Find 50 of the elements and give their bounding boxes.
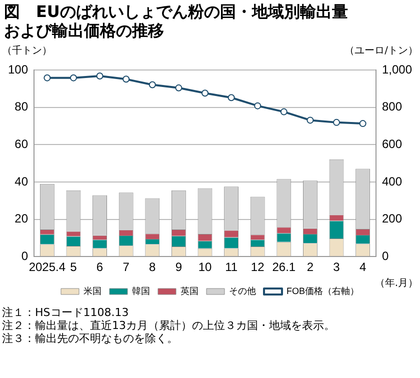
point bbox=[175, 84, 182, 92]
text: 注１：HSコード1108.13 bbox=[2, 306, 130, 319]
y-axis-title: （千トン） bbox=[2, 44, 52, 57]
x-tick-label: 8 bbox=[149, 260, 156, 274]
x-tick-label: 2025.4 bbox=[28, 260, 66, 274]
text: 注３：輸出先の不明なものを除く。 bbox=[2, 332, 179, 345]
point bbox=[44, 74, 51, 82]
y2-axis-title: （ユーロ/トン） bbox=[344, 46, 418, 57]
y-tick-label: 100 bbox=[8, 62, 28, 76]
legend-label: 米国 bbox=[84, 286, 102, 296]
y-tick-label: 60 bbox=[14, 136, 28, 151]
point bbox=[333, 118, 340, 126]
x-tick-label: 7 bbox=[122, 260, 130, 274]
x-tick-label: 12 bbox=[250, 260, 265, 274]
y-tick-label: 20 bbox=[14, 212, 28, 226]
legend-label: FOB価格（右軸） bbox=[286, 286, 360, 296]
point bbox=[306, 116, 314, 124]
x-tick-label: 9 bbox=[175, 260, 182, 274]
text: 注２：輸出量は、直近13カ月（累計）の上位３カ国・地域を表示。 bbox=[2, 319, 336, 332]
x-tick-label: 5 bbox=[70, 260, 78, 274]
point bbox=[359, 120, 366, 128]
y2-tick-label: 200 bbox=[382, 212, 402, 226]
y-tick-label: 80 bbox=[14, 100, 28, 114]
y2-tick-label: 400 bbox=[382, 174, 402, 188]
point bbox=[254, 102, 262, 110]
x-tick-label: 11 bbox=[225, 260, 238, 274]
y2-tick-label: 600 bbox=[382, 136, 402, 151]
x-tick-label: 10 bbox=[198, 260, 212, 274]
x-tick-label: 3 bbox=[333, 260, 340, 274]
x-axis-title: （年.月） bbox=[374, 277, 418, 290]
y2-tick-label: 800 bbox=[382, 100, 402, 114]
x-tick-label: 4 bbox=[359, 260, 366, 274]
y-tick-label: 40 bbox=[14, 174, 28, 188]
point bbox=[201, 90, 208, 97]
legend-label: 英国 bbox=[180, 286, 198, 296]
x-tick-label: 6 bbox=[96, 260, 104, 274]
point bbox=[148, 81, 156, 88]
x-tick-label: 2 bbox=[306, 260, 314, 274]
y2-tick-label: 1,000 bbox=[382, 62, 412, 76]
point bbox=[70, 74, 77, 82]
point bbox=[122, 76, 130, 83]
point bbox=[280, 108, 288, 116]
point bbox=[96, 72, 104, 80]
y-tick-label: 0 bbox=[21, 248, 28, 263]
legend-label: その他 bbox=[229, 286, 256, 296]
legend-label: 韓国 bbox=[132, 286, 150, 296]
x-tick-label: 26.1 bbox=[272, 260, 296, 274]
chart-title: 図 EUのばれいしょでん粉の国・地域別輸出量および輸出価格の推移 bbox=[3, 1, 349, 42]
y2-tick-label: 0 bbox=[382, 248, 389, 263]
point bbox=[228, 94, 235, 102]
